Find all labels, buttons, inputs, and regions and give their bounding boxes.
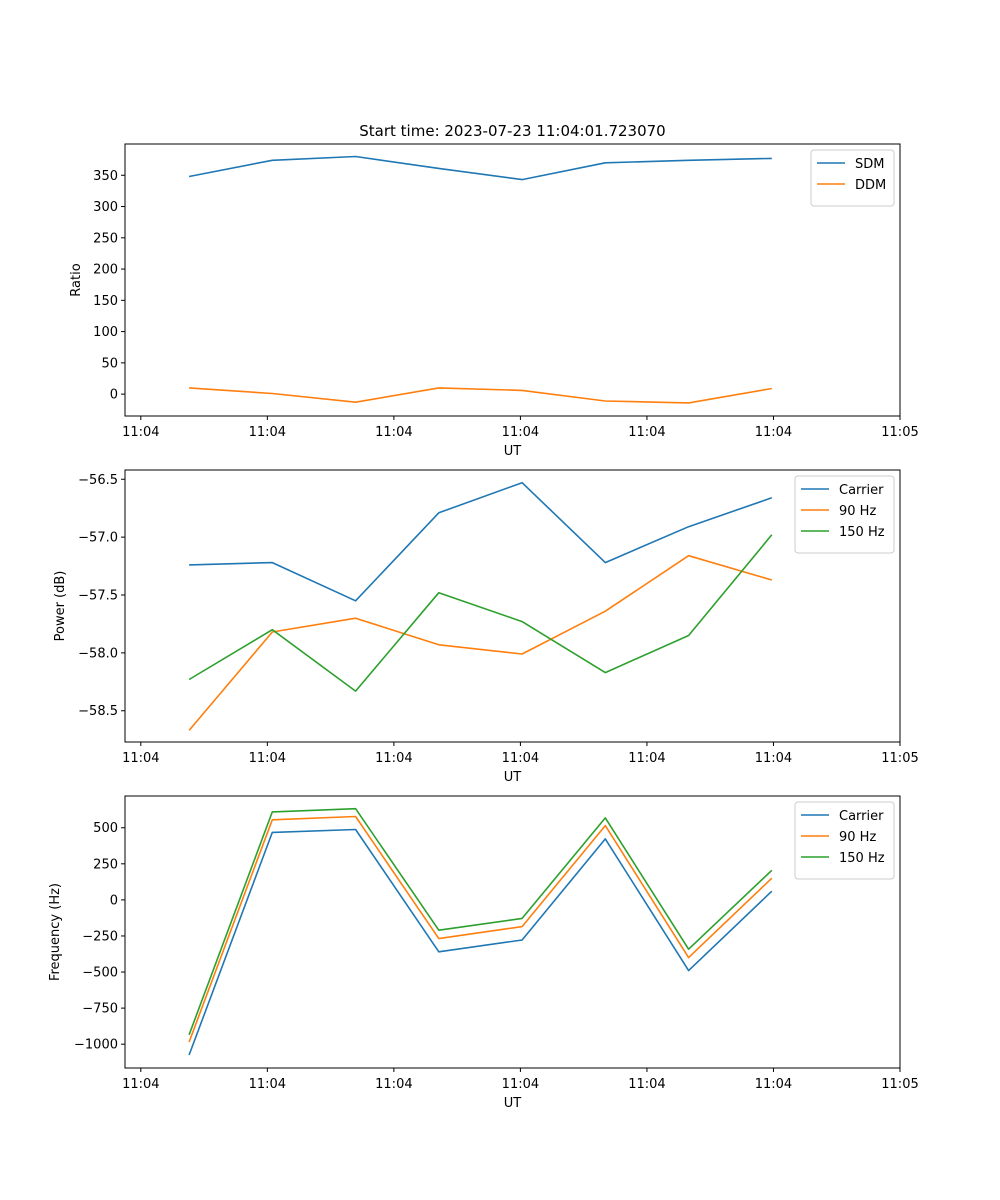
series-line-sdm <box>188 155 772 181</box>
x-tick-label: 11:04 <box>375 751 412 766</box>
y-tick-label: 50 <box>101 356 118 371</box>
x-tick-label: 11:04 <box>502 751 539 766</box>
x-tick-label: 11:04 <box>755 425 792 440</box>
x-tick-label: 11:05 <box>881 425 918 440</box>
series-line-ddm <box>189 387 772 404</box>
y-tick-label: −750 <box>82 1002 118 1017</box>
series-line-150-hz <box>188 807 773 1036</box>
y-tick-label: 250 <box>93 857 118 872</box>
chart-panels: 11:04 11:04 11:04 11:04 11:04 11:04 11:05 0 50 10… <box>48 143 919 1111</box>
x-axis-label: UT <box>504 1096 522 1111</box>
series-line-150-hz <box>188 534 773 692</box>
x-tick-label: 11:04 <box>122 751 159 766</box>
y-tick-label: 350 <box>93 169 118 184</box>
x-tick-label: 11:05 <box>881 751 918 766</box>
x-tick-label: 11:04 <box>249 425 286 440</box>
legend-label: Carrier <box>839 483 884 498</box>
y-tick-label: −58.5 <box>78 704 118 719</box>
chart-frequency: 11:04 11:04 11:04 11:04 11:04 11:04 11:05 −1000… <box>48 795 919 1111</box>
legend-box <box>794 801 895 880</box>
y-tick-label: −250 <box>82 929 118 944</box>
axes-frame <box>124 143 901 417</box>
x-tick-label: 11:04 <box>249 1077 286 1092</box>
y-tick-label: −500 <box>82 966 118 981</box>
legend-label: DDM <box>855 178 886 193</box>
y-tick-label: 0 <box>110 388 118 403</box>
axes-frame <box>124 795 901 1069</box>
series-line-carrier <box>189 481 773 602</box>
x-axis-label: UT <box>504 770 522 785</box>
figure-title: Start time: 2023-07-23 11:04:01.723070 <box>359 122 665 140</box>
legend-label: 150 Hz <box>839 851 885 866</box>
y-tick-label: −1000 <box>74 1038 118 1053</box>
legend: SDM DDM <box>810 149 895 207</box>
y-tick-label: 200 <box>93 263 118 278</box>
x-tick-label: 11:04 <box>628 1077 665 1092</box>
legend-label: 90 Hz <box>839 504 876 519</box>
y-tick-label: 150 <box>93 294 118 309</box>
x-tick-label: 11:04 <box>122 1077 159 1092</box>
x-tick-label: 11:04 <box>755 1077 792 1092</box>
x-axis-label: UT <box>504 444 522 459</box>
legend-label: 150 Hz <box>839 525 885 540</box>
y-tick-label: 250 <box>93 231 118 246</box>
series-line-90-hz <box>188 815 773 1043</box>
chart-power: 11:04 11:04 11:04 11:04 11:04 11:04 11:05 −58.5… <box>53 469 919 785</box>
axes-frame <box>124 469 901 743</box>
y-tick-label: 0 <box>110 893 118 908</box>
series-line-90-hz <box>188 554 773 731</box>
legend-label: Carrier <box>839 809 884 824</box>
x-tick-label: 11:05 <box>881 1077 918 1092</box>
y-tick-label: −56.5 <box>78 473 118 488</box>
x-tick-label: 11:04 <box>375 425 412 440</box>
x-tick-label: 11:04 <box>755 751 792 766</box>
x-tick-label: 11:04 <box>122 425 159 440</box>
legend: Carrier 90 Hz 150 Hz <box>794 475 895 554</box>
chart-ratio: 11:04 11:04 11:04 11:04 11:04 11:04 11:05 0 50 10… <box>69 143 919 459</box>
series-line-carrier <box>188 828 773 1056</box>
y-axis-label: Power (dB) <box>53 571 68 642</box>
y-axis-label: Ratio <box>69 263 84 296</box>
x-tick-label: 11:04 <box>628 425 665 440</box>
y-tick-label: −57.5 <box>78 589 118 604</box>
y-tick-label: −58.0 <box>78 646 118 661</box>
y-axis-label: Frequency (Hz) <box>48 883 63 981</box>
y-tick-label: −57.0 <box>78 531 118 546</box>
legend-label: 90 Hz <box>839 830 876 845</box>
legend: Carrier 90 Hz 150 Hz <box>794 801 895 880</box>
x-tick-label: 11:04 <box>502 425 539 440</box>
x-tick-label: 11:04 <box>628 751 665 766</box>
legend-box <box>794 475 895 554</box>
legend-box <box>810 149 895 207</box>
x-tick-label: 11:04 <box>375 1077 412 1092</box>
y-tick-label: 300 <box>93 200 118 215</box>
x-tick-label: 11:04 <box>249 751 286 766</box>
x-tick-label: 11:04 <box>502 1077 539 1092</box>
y-tick-label: 500 <box>93 821 118 836</box>
legend-label: SDM <box>855 157 884 172</box>
y-tick-label: 100 <box>93 325 118 340</box>
